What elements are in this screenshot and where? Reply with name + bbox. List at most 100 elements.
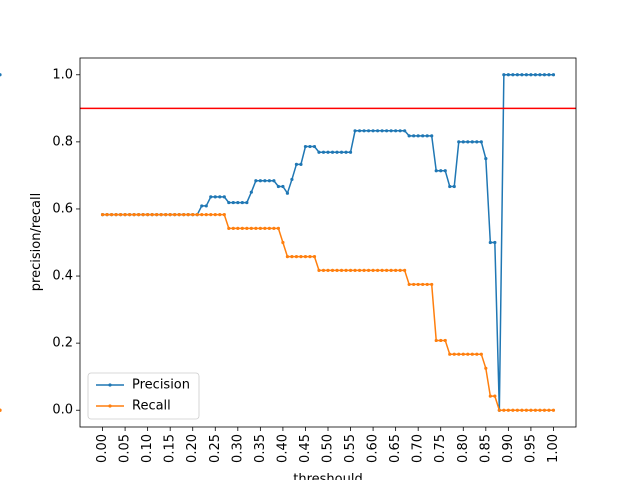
data-point — [547, 73, 551, 77]
data-point — [254, 226, 258, 231]
x-tick-label: 0.75 — [433, 434, 448, 463]
data-point — [281, 184, 285, 189]
data-point — [303, 254, 308, 259]
data-point — [412, 134, 416, 138]
data-point — [538, 73, 542, 77]
data-point — [290, 254, 294, 259]
data-point — [195, 213, 199, 217]
x-tick-label: 0.30 — [230, 434, 245, 463]
data-point — [448, 352, 452, 356]
data-point — [114, 213, 118, 217]
data-point — [173, 213, 177, 217]
data-point — [231, 226, 235, 231]
data-point — [317, 150, 321, 154]
data-point — [457, 140, 461, 144]
data-point — [317, 268, 321, 272]
data-point — [240, 200, 244, 205]
data-point — [231, 200, 235, 205]
data-point — [362, 129, 366, 133]
x-tick-label: 0.05 — [118, 434, 133, 463]
data-point — [357, 129, 362, 133]
data-point — [105, 213, 109, 217]
y-tick-label: 0.8 — [52, 134, 73, 149]
data-point — [209, 213, 213, 217]
x-tick-label: 0.70 — [411, 434, 426, 463]
data-point — [389, 129, 393, 133]
data-point — [520, 408, 524, 412]
plot-frame — [79, 57, 577, 428]
data-point — [222, 195, 226, 199]
data-point — [470, 352, 474, 356]
data-point — [443, 169, 447, 173]
data-point — [398, 268, 402, 272]
data-point — [294, 162, 299, 166]
data-point — [394, 129, 398, 133]
y-tick-label: 1.0 — [52, 67, 73, 82]
data-point — [511, 73, 515, 77]
data-point — [430, 134, 434, 138]
data-point — [299, 254, 303, 259]
data-point — [493, 240, 497, 245]
data-point — [416, 282, 420, 287]
data-point — [479, 140, 483, 144]
data-point — [434, 169, 438, 173]
data-point — [335, 268, 339, 272]
data-point — [416, 134, 420, 138]
legend-label: Recall — [132, 399, 171, 414]
x-tick-label: 0.20 — [185, 434, 200, 463]
data-point — [281, 240, 285, 245]
data-point — [407, 134, 411, 138]
data-point — [493, 394, 497, 398]
x-tick-label: 0.35 — [253, 434, 268, 463]
data-point — [403, 268, 407, 272]
x-tick-label: 0.65 — [388, 434, 403, 463]
data-point — [186, 213, 190, 217]
data-point — [245, 200, 249, 205]
data-point — [425, 134, 429, 138]
data-point — [439, 338, 443, 343]
data-point — [443, 338, 447, 343]
data-point — [330, 150, 335, 154]
data-point — [344, 268, 348, 272]
data-point — [330, 268, 335, 272]
data-point — [146, 213, 150, 217]
data-point — [506, 73, 510, 77]
data-point — [425, 282, 429, 287]
data-point — [344, 150, 348, 154]
data-point — [407, 282, 411, 287]
data-point — [155, 213, 159, 217]
data-point — [502, 73, 506, 77]
data-point — [376, 268, 380, 272]
data-point — [245, 226, 249, 231]
data-point — [529, 73, 533, 77]
data-point — [357, 268, 362, 272]
data-point — [497, 408, 501, 412]
data-point — [263, 179, 267, 183]
data-point — [524, 408, 529, 412]
x-tick-label: 0.00 — [95, 434, 110, 463]
data-point — [529, 408, 533, 412]
data-point — [258, 226, 262, 231]
y-tick-label: 0.2 — [52, 336, 73, 351]
data-point — [542, 408, 547, 412]
data-point — [227, 200, 231, 205]
data-point — [308, 254, 312, 259]
data-point — [272, 226, 276, 231]
data-point — [421, 134, 425, 138]
data-point — [461, 352, 465, 356]
data-point — [312, 144, 317, 149]
data-point — [123, 213, 127, 217]
data-point — [412, 282, 416, 287]
data-point — [182, 213, 186, 217]
data-point — [353, 129, 357, 133]
data-point — [506, 408, 510, 412]
data-point — [150, 213, 154, 217]
data-point — [380, 129, 384, 133]
data-point — [263, 226, 267, 231]
data-point — [213, 195, 217, 199]
data-point — [376, 129, 380, 133]
x-tick-label: 0.10 — [140, 434, 155, 463]
data-point — [511, 408, 515, 412]
x-tick-label: 0.15 — [163, 434, 178, 463]
